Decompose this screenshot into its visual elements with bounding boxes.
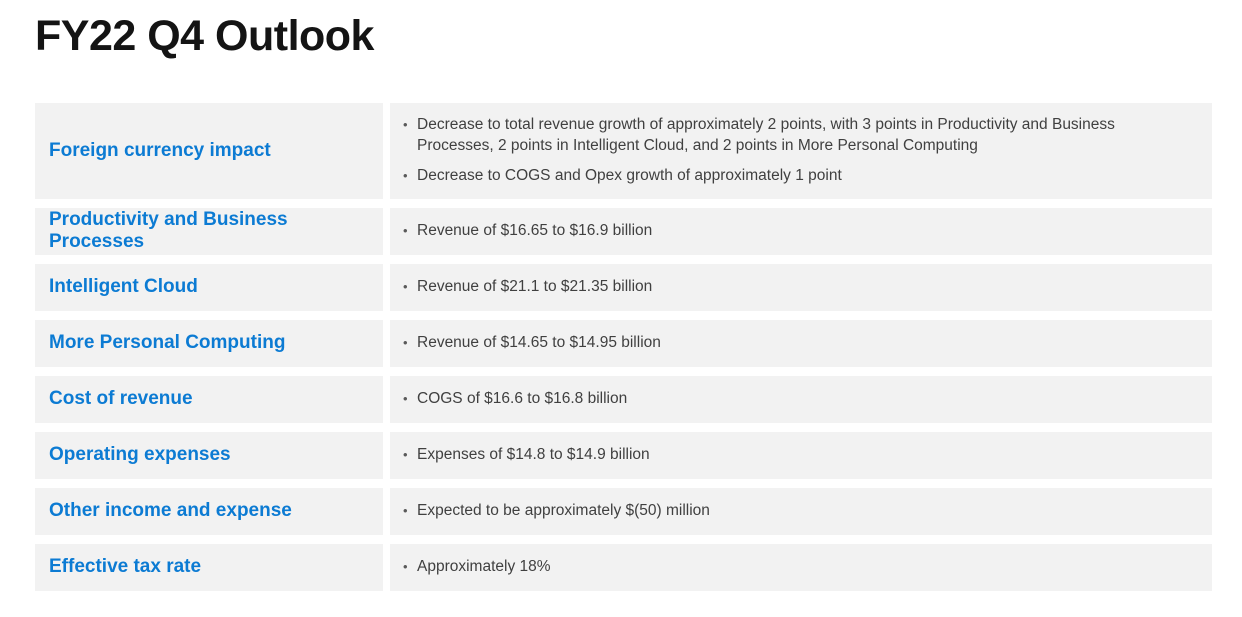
bullet-item: • Approximately 18% xyxy=(403,557,1157,578)
bullet-icon: • xyxy=(403,502,408,518)
bullet-text: COGS of $16.6 to $16.8 billion xyxy=(417,389,628,407)
table-row: Intelligent Cloud • Revenue of $21.1 to … xyxy=(35,263,1212,311)
table-row: Effective tax rate • Approximately 18% xyxy=(35,543,1212,591)
bullet-icon: • xyxy=(403,334,408,350)
bullet-text: Revenue of $14.65 to $14.95 billion xyxy=(417,333,661,351)
bullet-icon: • xyxy=(403,558,408,574)
bullet-icon: • xyxy=(403,167,408,183)
row-label: Productivity and Business Processes xyxy=(35,207,383,255)
bullet-icon: • xyxy=(403,390,408,406)
bullet-text: Revenue of $21.1 to $21.35 billion xyxy=(417,277,653,295)
bullet-item: • COGS of $16.6 to $16.8 billion xyxy=(403,389,1157,410)
bullet-icon: • xyxy=(403,446,408,462)
table-row: Operating expenses • Expenses of $14.8 t… xyxy=(35,431,1212,479)
bullet-text: Decrease to total revenue growth of appr… xyxy=(417,116,1115,154)
row-label: Foreign currency impact xyxy=(35,103,383,199)
bullet-item: • Revenue of $21.1 to $21.35 billion xyxy=(403,277,1157,298)
table-row: Cost of revenue • COGS of $16.6 to $16.8… xyxy=(35,375,1212,423)
row-bullets: • Approximately 18% xyxy=(390,543,1212,591)
table-row: Productivity and Business Processes • Re… xyxy=(35,207,1212,255)
bullet-item: • Revenue of $16.65 to $16.9 billion xyxy=(403,221,1157,242)
row-label: Effective tax rate xyxy=(35,543,383,591)
bullet-item: • Decrease to total revenue growth of ap… xyxy=(403,115,1157,157)
bullet-text: Approximately 18% xyxy=(417,557,551,575)
row-label: More Personal Computing xyxy=(35,319,383,367)
row-label: Other income and expense xyxy=(35,487,383,535)
bullet-icon: • xyxy=(403,278,408,294)
bullet-icon: • xyxy=(403,117,408,132)
row-bullets: • Decrease to total revenue growth of ap… xyxy=(390,103,1212,199)
bullet-text: Revenue of $16.65 to $16.9 billion xyxy=(417,221,653,239)
row-bullets: • Revenue of $16.65 to $16.9 billion xyxy=(390,207,1212,255)
bullet-item: • Expenses of $14.8 to $14.9 billion xyxy=(403,445,1157,466)
table-row: More Personal Computing • Revenue of $14… xyxy=(35,319,1212,367)
bullet-item: • Decrease to COGS and Opex growth of ap… xyxy=(403,166,1157,187)
row-bullets: • Expected to be approximately $(50) mil… xyxy=(390,487,1212,535)
bullet-text: Decrease to COGS and Opex growth of appr… xyxy=(417,166,842,184)
bullet-item: • Revenue of $14.65 to $14.95 billion xyxy=(403,333,1157,354)
bullet-text: Expenses of $14.8 to $14.9 billion xyxy=(417,445,650,463)
row-label: Operating expenses xyxy=(35,431,383,479)
row-label: Cost of revenue xyxy=(35,375,383,423)
table-row: Foreign currency impact • Decrease to to… xyxy=(35,103,1212,199)
page-title: FY22 Q4 Outlook xyxy=(35,12,374,60)
table-row: Other income and expense • Expected to b… xyxy=(35,487,1212,535)
row-bullets: • COGS of $16.6 to $16.8 billion xyxy=(390,375,1212,423)
row-bullets: • Expenses of $14.8 to $14.9 billion xyxy=(390,431,1212,479)
bullet-icon: • xyxy=(403,222,408,238)
row-bullets: • Revenue of $14.65 to $14.95 billion xyxy=(390,319,1212,367)
bullet-text: Expected to be approximately $(50) milli… xyxy=(417,501,710,519)
outlook-table: Foreign currency impact • Decrease to to… xyxy=(35,103,1212,591)
row-bullets: • Revenue of $21.1 to $21.35 billion xyxy=(390,263,1212,311)
bullet-item: • Expected to be approximately $(50) mil… xyxy=(403,501,1157,522)
row-label: Intelligent Cloud xyxy=(35,263,383,311)
